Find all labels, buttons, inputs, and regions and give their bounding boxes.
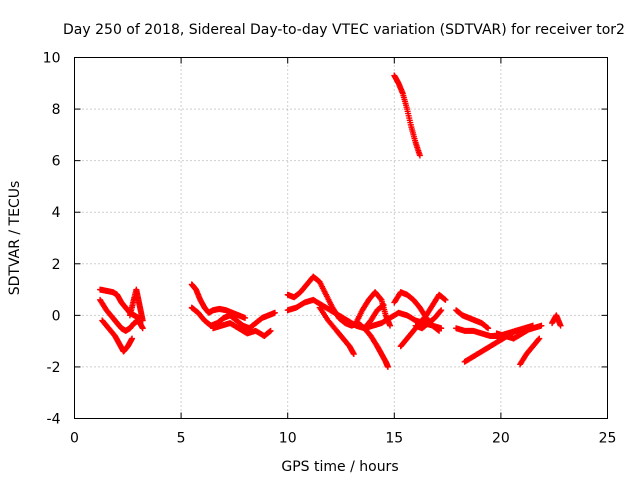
y-tick-label: 0 [52,308,61,324]
y-tick-label: 8 [52,102,61,118]
y-tick-label: -2 [47,360,61,376]
data-point [350,351,357,358]
series-arc7a [549,312,564,329]
y-tick-label: 10 [43,51,61,67]
data-point [535,336,542,343]
data-point [129,335,136,342]
y-tick-label: -4 [47,412,61,428]
series-arc2b [188,304,278,332]
data-point [538,322,545,329]
y-tick-label: 6 [52,154,61,170]
y-axis-label: SDTVAR / TECUs [7,181,23,296]
y-tick-label: 2 [52,257,61,273]
data-point [416,152,423,159]
series-arc1d [126,286,146,324]
data-point [387,322,394,329]
data-point [527,325,534,332]
grid [74,57,608,419]
data-point [242,314,249,321]
series-arc3d [352,289,394,329]
x-tick-label: 5 [177,431,186,447]
data-point [438,307,445,314]
series-arc2a [188,281,249,321]
axis-ticks [74,57,608,419]
data-point [267,327,274,334]
y-tick-label: 4 [52,205,61,221]
series-arc5b [397,291,449,350]
chart-title: Day 250 of 2018, Sidereal Day-to-day VTE… [63,22,625,38]
series-arc1c [99,317,136,355]
data-point [139,325,146,332]
series-arc2c [210,320,274,339]
data-point [139,317,146,324]
x-tick-label: 25 [599,431,617,447]
x-tick-label: 0 [70,431,79,447]
data-point [557,322,564,329]
tick-labels: 0 5 10 15 20 25 -4 -2 0 2 4 6 8 10 [43,51,617,447]
series-arc5c [412,307,445,332]
series-arc6d [493,325,534,342]
x-tick-label: 10 [279,431,297,447]
series-arc1b [97,296,146,334]
data-point [271,309,278,316]
data-point [384,363,391,370]
series-arc6a [453,307,492,332]
series-arc4a [391,72,423,159]
plot-frame [74,57,608,419]
data-point [536,335,543,342]
series-arc6e [517,335,543,368]
x-axis-label: GPS time / hours [281,459,398,475]
series-arc3e [361,325,391,370]
x-tick-label: 15 [385,431,403,447]
data-points [97,72,564,370]
data-point [437,308,444,315]
series-arc3c [316,304,357,358]
data-point [442,296,449,303]
data-point [485,325,492,332]
data-point [436,327,443,334]
x-tick-label: 20 [492,431,510,447]
